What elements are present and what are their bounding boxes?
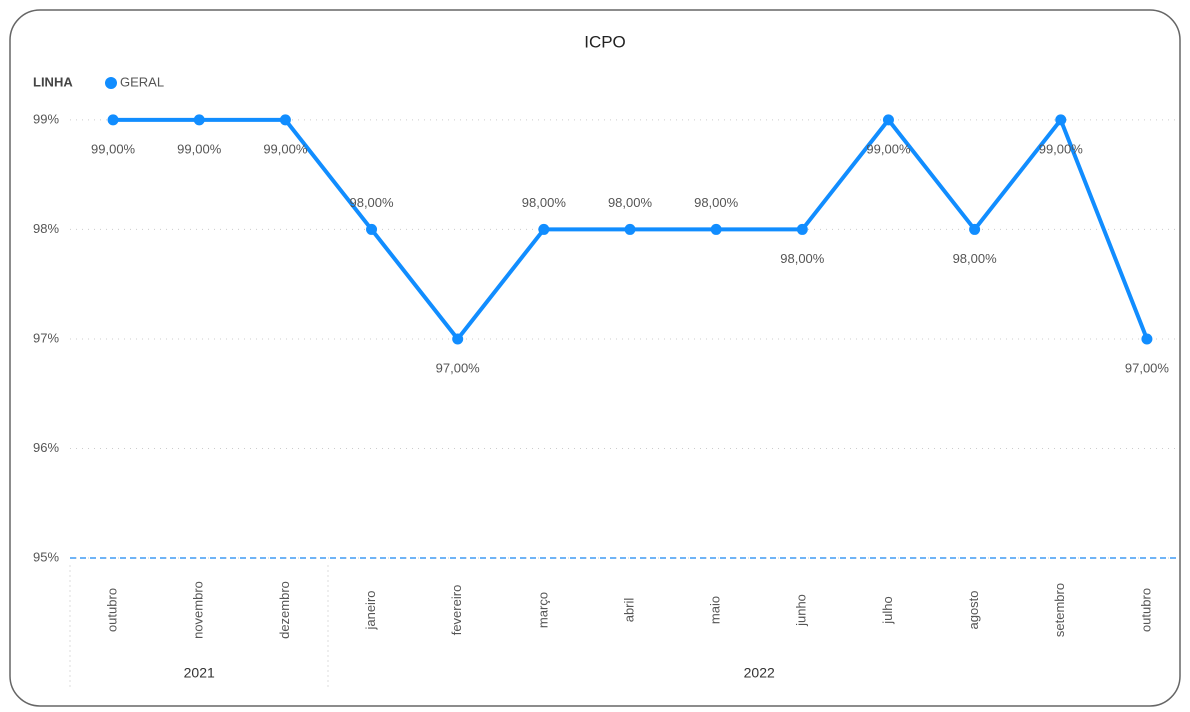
data-label: 98,00% — [349, 195, 394, 210]
point — [882, 114, 894, 126]
point — [107, 114, 119, 126]
x-tick-label: agosto — [966, 590, 981, 629]
data-label: 98,00% — [608, 195, 653, 210]
y-tick-label: 96% — [33, 440, 59, 455]
point — [538, 223, 550, 235]
x-tick-label: novembro — [191, 581, 206, 639]
x-tick-label: março — [535, 592, 550, 628]
point — [193, 114, 205, 126]
data-label: 99,00% — [1039, 141, 1084, 156]
data-label: 97,00% — [436, 360, 481, 375]
x-tick-label: fevereiro — [449, 585, 464, 636]
point — [1055, 114, 1067, 126]
point — [1141, 333, 1153, 345]
y-tick-label: 95% — [33, 549, 59, 564]
card — [9, 9, 1181, 707]
x-tick-label: abril — [621, 598, 636, 623]
chart-title: ICPO — [584, 32, 626, 51]
x-tick-label: julho — [880, 596, 895, 624]
data-label: 99,00% — [263, 141, 308, 156]
point — [366, 223, 378, 235]
y-tick-label: 97% — [33, 330, 59, 345]
data-label: 99,00% — [866, 141, 911, 156]
data-label: 99,00% — [91, 141, 136, 156]
x-tick-label: outubro — [105, 588, 120, 632]
point — [279, 114, 291, 126]
x-tick-label: dezembro — [277, 581, 292, 639]
legend-marker — [105, 77, 117, 89]
point — [796, 223, 808, 235]
data-label: 97,00% — [1125, 360, 1170, 375]
data-label: 98,00% — [953, 251, 998, 266]
legend-title: LINHA — [33, 74, 73, 89]
year-label: 2022 — [744, 665, 775, 681]
point — [452, 333, 464, 345]
data-label: 98,00% — [522, 195, 567, 210]
data-label: 98,00% — [694, 195, 739, 210]
x-tick-label: maio — [708, 596, 723, 624]
y-tick-label: 98% — [33, 221, 59, 236]
x-tick-label: setembro — [1052, 583, 1067, 637]
year-label: 2021 — [184, 665, 215, 681]
y-tick-label: 99% — [33, 111, 59, 126]
x-tick-label: junho — [794, 594, 809, 627]
x-tick-label: janeiro — [363, 590, 378, 630]
data-label: 99,00% — [177, 141, 222, 156]
data-label: 98,00% — [780, 251, 825, 266]
point — [969, 223, 981, 235]
x-tick-label: outubro — [1138, 588, 1153, 632]
legend-label: GERAL — [120, 74, 164, 89]
point — [710, 223, 722, 235]
point — [624, 223, 636, 235]
